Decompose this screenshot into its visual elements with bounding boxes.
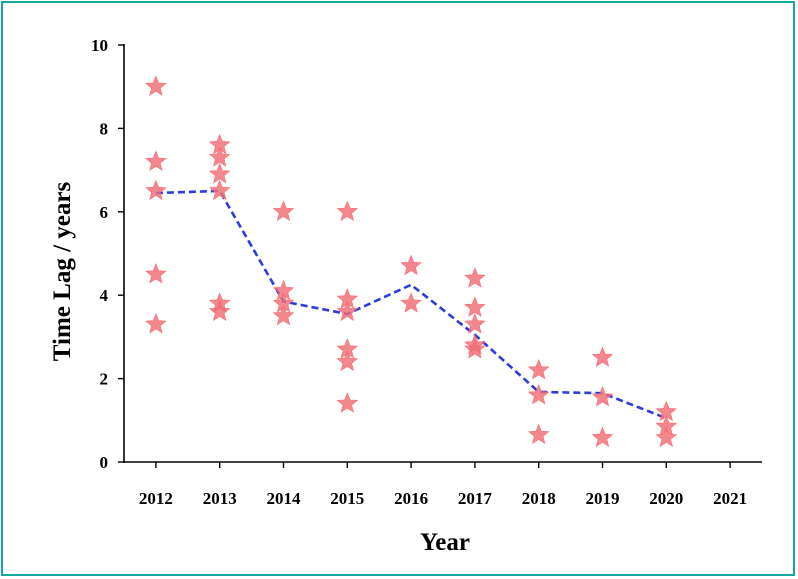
star-point — [336, 392, 359, 413]
x-tick-label: 2019 — [586, 489, 620, 508]
star-point — [145, 75, 167, 96]
x-tick-label: 2015 — [330, 489, 364, 508]
tick-labels: 0 2 4 6 8 10 2012 2013 2014 2015 2016 2017 2018 2019 2… — [91, 36, 747, 508]
y-tick-label: 10 — [91, 36, 108, 55]
star-point — [655, 426, 678, 447]
x-tick-label: 2014 — [267, 489, 302, 508]
star-point — [400, 292, 422, 313]
x-tick-label: 2013 — [203, 489, 237, 508]
star-point — [272, 200, 295, 221]
star-point — [336, 350, 359, 372]
star-point — [145, 150, 167, 171]
star-point — [208, 146, 231, 167]
y-axis-label: Time Lag / years — [49, 182, 76, 362]
star-point — [527, 423, 550, 445]
y-tick-label: 4 — [100, 286, 109, 305]
y-tick-label: 0 — [100, 453, 109, 472]
y-tick-label: 6 — [100, 203, 109, 222]
x-tick-label: 2016 — [394, 489, 428, 508]
scatter-points — [145, 75, 678, 447]
star-point — [272, 304, 295, 326]
star-point — [208, 179, 231, 201]
star-point — [591, 386, 614, 407]
star-point — [591, 346, 614, 367]
star-point — [527, 358, 550, 380]
x-tick-label: 2020 — [649, 489, 683, 508]
star-point — [336, 300, 359, 322]
x-tick-label: 2018 — [522, 489, 556, 508]
star-point — [145, 263, 167, 284]
x-axis-label: Year — [420, 529, 470, 556]
star-point — [591, 426, 614, 447]
axes — [118, 44, 762, 468]
star-point — [208, 162, 231, 184]
x-tick-label: 2021 — [713, 489, 747, 508]
x-tick-label: 2017 — [458, 489, 493, 508]
star-point — [400, 254, 422, 276]
star-point — [208, 300, 231, 322]
y-tick-label: 2 — [100, 370, 109, 389]
star-point — [145, 179, 167, 201]
star-point — [464, 338, 486, 359]
star-point — [145, 313, 167, 334]
star-point — [527, 383, 550, 405]
x-tick-label: 2012 — [139, 489, 173, 508]
y-tick-label: 8 — [100, 119, 109, 138]
star-point — [464, 313, 486, 334]
star-point — [464, 296, 486, 317]
star-point — [464, 267, 486, 288]
star-point — [336, 200, 359, 221]
